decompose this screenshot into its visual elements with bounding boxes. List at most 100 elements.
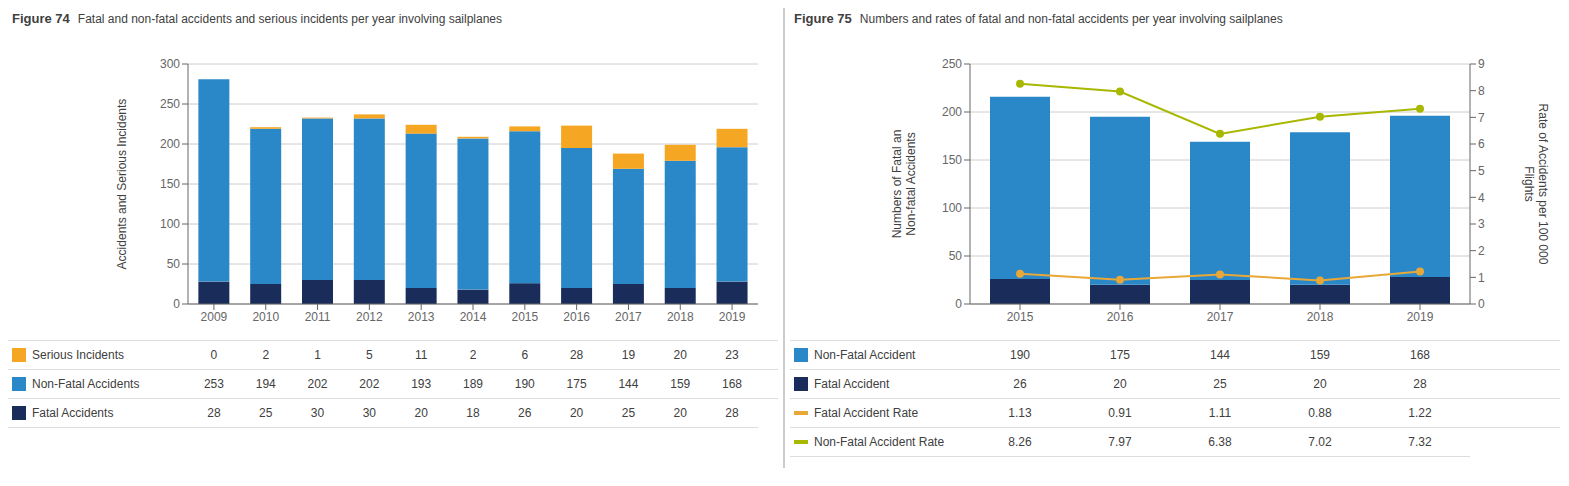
svg-text:2014: 2014 <box>460 310 487 324</box>
html-text:7.97: 7.97 <box>1108 435 1132 449</box>
html-text:1.22: 1.22 <box>1408 406 1432 420</box>
html-text:Figure 74: Figure 74 <box>12 11 70 26</box>
html-text:0.88: 0.88 <box>1308 406 1332 420</box>
svg-text:Rate of Accidents per 100 000F: Rate of Accidents per 100 000Flights <box>1522 104 1550 265</box>
svg-text:0: 0 <box>955 297 962 311</box>
svg-text:150: 150 <box>942 153 962 167</box>
svg-text:50: 50 <box>167 257 181 271</box>
html-text:168: 168 <box>722 377 742 391</box>
html-text:28: 28 <box>725 406 739 420</box>
html-text:159: 159 <box>1310 348 1330 362</box>
svg-text:9: 9 <box>1478 57 1485 71</box>
html-text:19: 19 <box>621 348 636 362</box>
svg-text:250: 250 <box>942 57 962 71</box>
svg-text:2009: 2009 <box>201 310 228 324</box>
html-text:168: 168 <box>1410 348 1430 362</box>
svg-text:5: 5 <box>1478 164 1485 178</box>
html-text:30: 30 <box>310 406 325 420</box>
html-text:Numbers and rates of fatal and: Numbers and rates of fatal and non-fatal… <box>859 12 1283 26</box>
html-text:253: 253 <box>203 377 224 391</box>
html-text:26: 26 <box>518 406 532 420</box>
svg-text:Accidents and Serious Incident: Accidents and Serious Incidents <box>115 99 129 270</box>
html-text:20: 20 <box>414 406 428 420</box>
html-text:Fatal Accidents: Fatal Accidents <box>32 406 114 420</box>
html-text:Fatal Accident Rate: Fatal Accident Rate <box>814 406 919 420</box>
svg-text:Numbers of Fatal anNon-fatal A: Numbers of Fatal anNon-fatal Accidents <box>890 130 918 239</box>
svg-text:200: 200 <box>942 105 962 119</box>
html-text:25: 25 <box>259 406 273 420</box>
svg-text:300: 300 <box>160 57 180 71</box>
svg-text:0: 0 <box>1478 297 1485 311</box>
svg-text:2: 2 <box>1478 244 1485 258</box>
svg-text:2016: 2016 <box>1107 310 1134 324</box>
html-text:7.32: 7.32 <box>1408 435 1432 449</box>
svg-text:2018: 2018 <box>1307 310 1334 324</box>
svg-text:2015: 2015 <box>1007 310 1034 324</box>
html-text:144: 144 <box>618 377 639 391</box>
html-text:190: 190 <box>514 377 535 391</box>
svg-text:50: 50 <box>949 249 963 263</box>
svg-text:4: 4 <box>1478 191 1485 205</box>
svg-text:2011: 2011 <box>305 310 331 324</box>
html-text:193: 193 <box>411 377 432 391</box>
html-text:0.91: 0.91 <box>1108 406 1132 420</box>
svg-text:150: 150 <box>160 177 180 191</box>
svg-text:3: 3 <box>1478 217 1485 231</box>
svg-text:8: 8 <box>1478 84 1485 98</box>
svg-text:2017: 2017 <box>1207 310 1234 324</box>
html-text:Fatal and non-fatal accidents: Fatal and non-fatal accidents and seriou… <box>77 12 502 26</box>
html-text:6.38: 6.38 <box>1208 435 1232 449</box>
svg-text:2016: 2016 <box>563 310 590 324</box>
html-text:20: 20 <box>1313 377 1327 391</box>
html-text:28: 28 <box>1413 377 1427 391</box>
html-text:20: 20 <box>673 348 687 362</box>
svg-text:2013: 2013 <box>408 310 435 324</box>
html-text:202: 202 <box>307 377 328 391</box>
html-text:189: 189 <box>463 377 483 391</box>
html-text:20: 20 <box>569 406 584 420</box>
html-text:194: 194 <box>255 377 276 391</box>
html-text:Non-Fatal Accident: Non-Fatal Accident <box>814 348 916 362</box>
svg-text:7: 7 <box>1478 111 1485 125</box>
html-text:18: 18 <box>466 406 480 420</box>
svg-text:6: 6 <box>1478 137 1485 151</box>
html-text:Figure 75: Figure 75 <box>794 11 852 26</box>
html-text:144: 144 <box>1210 348 1230 362</box>
svg-text:2010: 2010 <box>252 310 279 324</box>
svg-text:1: 1 <box>1478 271 1485 285</box>
html-text:26: 26 <box>1013 377 1027 391</box>
html-text:159: 159 <box>670 377 691 391</box>
svg-text:2019: 2019 <box>1407 310 1434 324</box>
html-text:190: 190 <box>1010 348 1030 362</box>
html-text:Non-Fatal Accident Rate: Non-Fatal Accident Rate <box>814 435 945 449</box>
html-text:1.11: 1.11 <box>1208 406 1232 420</box>
html-text:Serious Incidents: Serious Incidents <box>32 348 125 362</box>
html-text:23: 23 <box>725 348 739 362</box>
html-text:8.26: 8.26 <box>1008 435 1032 449</box>
html-text:1.13: 1.13 <box>1008 406 1032 420</box>
html-text:28: 28 <box>207 406 221 420</box>
html-text:25: 25 <box>1213 377 1227 391</box>
html-text:11: 11 <box>414 348 428 362</box>
html-text:175: 175 <box>566 377 587 391</box>
html-text:30: 30 <box>362 406 376 420</box>
svg-text:0: 0 <box>173 297 180 311</box>
html-text:20: 20 <box>1113 377 1127 391</box>
svg-text:2017: 2017 <box>615 310 642 324</box>
html-text:202: 202 <box>359 377 380 391</box>
html-text:7.02: 7.02 <box>1308 435 1332 449</box>
svg-text:2018: 2018 <box>667 310 694 324</box>
svg-text:2012: 2012 <box>356 310 383 324</box>
html-text:Non-Fatal Accidents: Non-Fatal Accidents <box>32 377 140 391</box>
svg-text:200: 200 <box>160 137 180 151</box>
html-text:28: 28 <box>569 348 584 362</box>
svg-text:250: 250 <box>160 97 180 111</box>
html-text:Fatal Accident: Fatal Accident <box>814 377 890 391</box>
svg-text:100: 100 <box>942 201 962 215</box>
html-text:25: 25 <box>621 406 636 420</box>
svg-text:2019: 2019 <box>719 310 746 324</box>
html-text:20: 20 <box>673 406 687 420</box>
html-text:175: 175 <box>1110 348 1130 362</box>
svg-text:100: 100 <box>160 217 180 231</box>
svg-text:2015: 2015 <box>511 310 538 324</box>
